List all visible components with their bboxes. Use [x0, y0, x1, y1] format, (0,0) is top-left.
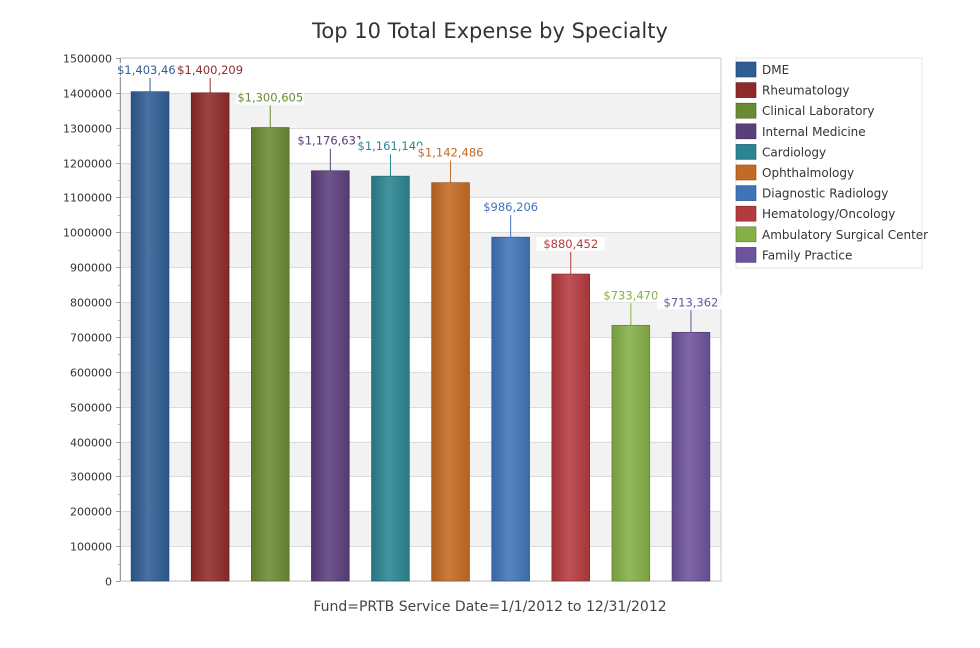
legend-item: Internal Medicine — [735, 123, 866, 140]
data-labels: $1,403,468$1,400,209 $1,300,605 $1,176,631… — [116, 63, 725, 333]
bar-chart: Top 10 Total Expense by Specialty 0 10000… — [63, 19, 928, 615]
data-label: $1,400,209 — [177, 63, 243, 77]
legend-swatch — [735, 185, 757, 201]
legend-swatch — [735, 205, 757, 222]
legend-item: Family Practice — [735, 247, 852, 263]
data-label: $880,452 — [543, 237, 598, 251]
y-tick-label: 500000 — [70, 402, 112, 415]
legend-label: Hematology/Oncology — [762, 207, 895, 221]
legend-item: Diagnostic Radiology — [735, 185, 888, 201]
legend-swatch — [735, 82, 757, 98]
y-tick-label: 1500000 — [63, 53, 112, 66]
y-tick-label: 300000 — [70, 471, 112, 484]
data-label: $986,206 — [483, 200, 538, 214]
legend-swatch — [735, 123, 757, 140]
y-tick-label: 200000 — [70, 506, 112, 519]
legend-item: Ambulatory Surgical Center — [735, 226, 928, 243]
data-label: $1,142,486 — [418, 146, 484, 160]
legend-label: DME — [762, 63, 789, 77]
legend-label: Family Practice — [762, 248, 852, 262]
y-tick-label: 1200000 — [63, 158, 112, 171]
bar — [130, 91, 170, 582]
legend-label: Clinical Laboratory — [762, 104, 874, 118]
legend: DME Rheumatology Clinical Laboratory Intern… — [735, 57, 928, 269]
bars — [130, 91, 711, 582]
bar — [551, 273, 590, 582]
y-axis: 0 100000 200000 300000 400000 500000 600000 700… — [63, 53, 121, 589]
legend-swatch — [735, 164, 757, 181]
chart-panel: Top 10 Total Expense by Specialty 0 10000… — [50, 0, 930, 630]
y-tick-label: 800000 — [70, 297, 112, 310]
bar — [311, 170, 350, 582]
chart-title: Top 10 Total Expense by Specialty — [311, 19, 668, 43]
data-label: $1,176,631 — [297, 134, 363, 148]
data-label: $1,300,605 — [237, 91, 303, 105]
legend-swatch — [735, 102, 757, 119]
y-tick-label: 1300000 — [63, 123, 112, 136]
y-tick-label: 1000000 — [63, 227, 112, 240]
y-tick-label: 100000 — [70, 541, 112, 554]
legend-item: DME — [735, 61, 789, 78]
legend-label: Internal Medicine — [762, 125, 866, 139]
y-tick-label: 1400000 — [63, 88, 112, 101]
legend-item: Ophthalmology — [735, 164, 854, 181]
legend-label: Ambulatory Surgical Center — [762, 228, 928, 242]
legend-item: Hematology/Oncology — [735, 205, 895, 222]
data-label: $733,470 — [603, 288, 658, 302]
bar — [611, 324, 651, 582]
bar — [431, 182, 470, 582]
legend-label: Diagnostic Radiology — [762, 187, 888, 201]
legend-swatch — [735, 144, 757, 160]
bar — [491, 236, 530, 582]
y-tick-label: 1100000 — [63, 192, 112, 205]
data-label: $1,161,140 — [358, 139, 424, 153]
y-tick-label: 0 — [105, 576, 112, 589]
y-tick-label: 900000 — [70, 262, 112, 275]
legend-label: Cardiology — [762, 145, 826, 159]
bar — [671, 331, 711, 582]
legend-item: Clinical Laboratory — [735, 102, 874, 119]
data-label: $713,362 — [664, 295, 719, 309]
legend-item: Rheumatology — [735, 82, 849, 98]
legend-swatch — [735, 247, 757, 263]
bar — [251, 127, 290, 582]
legend-label: Rheumatology — [762, 84, 849, 98]
bar — [371, 175, 410, 582]
data-label: $1,403,468 — [117, 63, 183, 77]
legend-label: Ophthalmology — [762, 166, 854, 180]
bar — [190, 92, 230, 582]
legend-swatch — [735, 61, 757, 78]
y-tick-label: 400000 — [70, 437, 112, 450]
legend-item: Cardiology — [735, 144, 826, 160]
y-tick-label: 600000 — [70, 367, 112, 380]
legend-swatch — [735, 226, 757, 243]
y-tick-label: 700000 — [70, 332, 112, 345]
chart-subtitle: Fund=PRTB Service Date=1/1/2012 to 12/31… — [313, 599, 666, 615]
